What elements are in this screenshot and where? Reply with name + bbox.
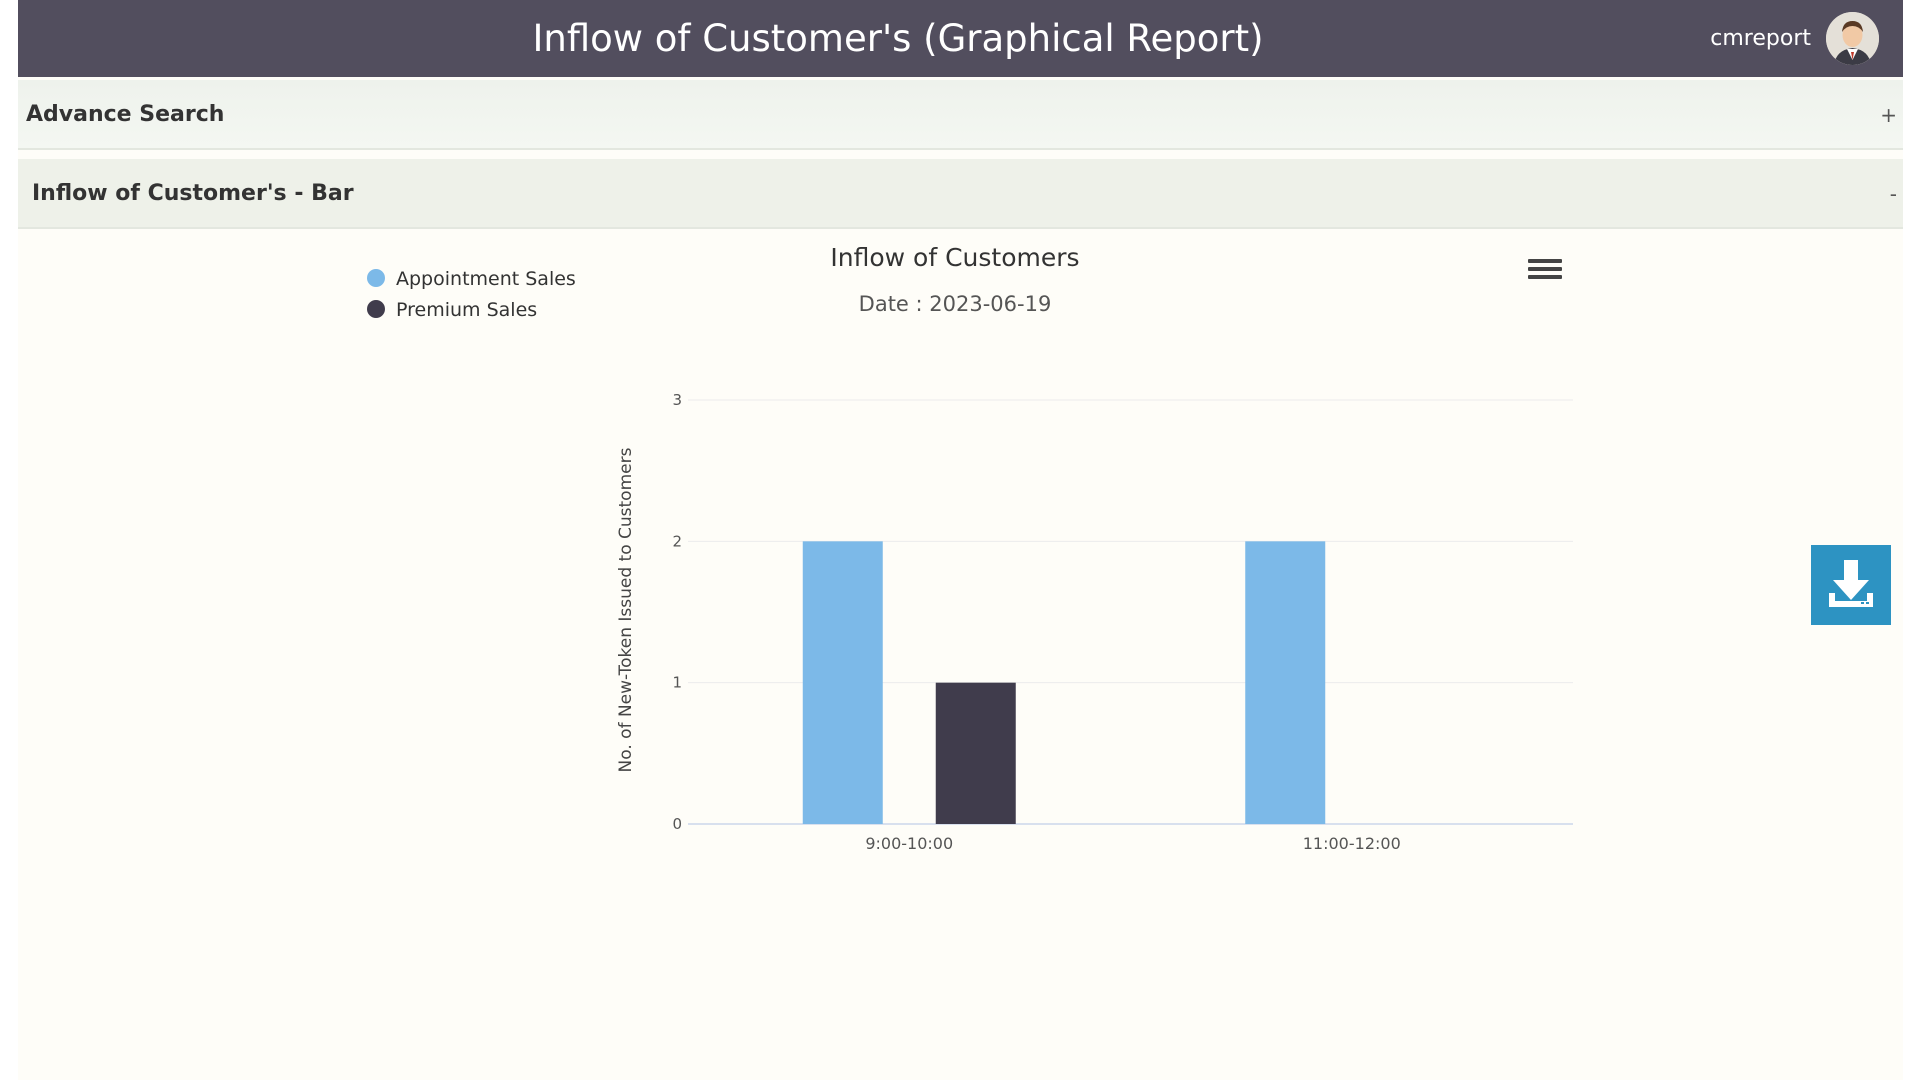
advance-search-label: Advance Search xyxy=(26,102,225,127)
x-axis: 9:00-10:00 11:00-12:00 xyxy=(865,834,1400,853)
chart-container: Appointment Sales Premium Sales Inflow of… xyxy=(18,232,1903,1080)
collapse-toggle-icon[interactable]: - xyxy=(1889,182,1897,206)
username-label[interactable]: cmreport xyxy=(1710,26,1811,51)
chart-subtitle: Date : 2023-06-19 xyxy=(859,292,1052,316)
bar-chart-panel-label: Inflow of Customer's - Bar xyxy=(32,181,354,206)
legend-marker-1[interactable] xyxy=(367,300,385,318)
chart-bars xyxy=(802,541,1326,824)
menu-line xyxy=(1528,275,1562,279)
bar-chart: Appointment Sales Premium Sales Inflow of… xyxy=(367,243,1573,853)
x-tick-label: 9:00-10:00 xyxy=(865,834,953,853)
expand-toggle-icon[interactable]: + xyxy=(1880,103,1897,127)
y-axis-label: No. of New-Token Issued to Customers xyxy=(616,447,636,772)
y-tick-label: 3 xyxy=(672,391,682,409)
chart-legend: Appointment Sales Premium Sales xyxy=(367,268,576,321)
download-button[interactable] xyxy=(1811,545,1891,625)
bar-1-0[interactable] xyxy=(935,682,1016,824)
top-header-bar: Inflow of Customer's (Graphical Report) … xyxy=(18,0,1903,77)
menu-line xyxy=(1528,267,1562,271)
y-tick-label: 1 xyxy=(672,674,682,692)
page-title: Inflow of Customer's (Graphical Report) xyxy=(532,17,1264,60)
legend-item-label[interactable]: Appointment Sales xyxy=(396,268,576,290)
legend-marker-0[interactable] xyxy=(367,269,385,287)
report-page: Inflow of Customer's (Graphical Report) … xyxy=(18,0,1903,1080)
advance-search-panel-header[interactable]: Advance Search + xyxy=(18,80,1903,150)
download-icon xyxy=(1829,560,1873,607)
menu-line xyxy=(1528,259,1562,263)
legend-item-label[interactable]: Premium Sales xyxy=(396,299,537,321)
bar-0-1[interactable] xyxy=(1245,541,1326,824)
x-tick-label: 11:00-12:00 xyxy=(1303,834,1401,853)
hamburger-menu-icon[interactable] xyxy=(1528,256,1562,286)
bar-chart-panel-header[interactable]: Inflow of Customer's - Bar - xyxy=(18,159,1903,229)
y-axis: 0 1 2 3 xyxy=(672,391,682,833)
user-avatar-icon[interactable] xyxy=(1826,12,1879,65)
y-tick-label: 0 xyxy=(672,815,682,833)
y-tick-label: 2 xyxy=(672,532,682,550)
chart-title: Inflow of Customers xyxy=(830,243,1079,272)
bar-0-0[interactable] xyxy=(802,541,883,824)
